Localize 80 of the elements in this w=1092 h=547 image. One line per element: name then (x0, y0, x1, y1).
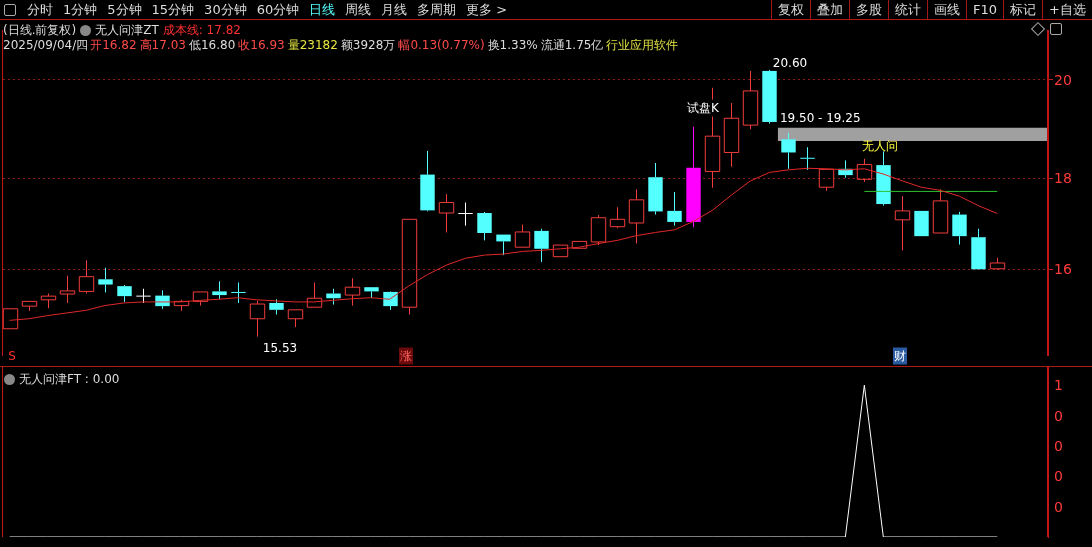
text: 0 (1054, 498, 1063, 515)
candlestick (420, 150, 435, 211)
candlestick (98, 267, 113, 293)
candlestick (117, 286, 132, 303)
chart-title: (日线.前复权) (3, 22, 77, 39)
candlestick (287, 309, 304, 328)
text: 多股 (849, 0, 889, 19)
annotation: 2025/09/04/四 (3, 37, 89, 54)
candlestick (401, 218, 418, 316)
candlestick (344, 277, 361, 307)
text: 月线 (380, 0, 409, 19)
candlestick (230, 281, 247, 304)
text: 画线 (927, 0, 967, 19)
text: 更多 > (465, 0, 509, 19)
text: 30分钟 (203, 0, 248, 19)
text: 18 (1054, 170, 1072, 187)
text: 20 (1054, 71, 1072, 88)
annotation: 财 (893, 347, 907, 365)
text: 1分钟 (62, 0, 99, 19)
candlestick (952, 211, 967, 246)
annotation: 高17.03 (139, 37, 186, 54)
candlestick (781, 132, 796, 170)
candlestick (628, 188, 645, 245)
candlestick (59, 275, 76, 304)
candlestick (894, 195, 911, 251)
candlestick (742, 70, 759, 130)
annotation: 15.53 (262, 341, 298, 355)
candlestick (667, 191, 682, 227)
text: 复权 (771, 0, 811, 19)
text: 0 (1054, 407, 1063, 424)
text: 0 (1054, 468, 1063, 485)
chart-title: 无人问津FT : 0.00 (19, 371, 120, 388)
candlestick (971, 228, 986, 270)
annotation: 量23182 (287, 37, 338, 54)
candlestick (876, 150, 891, 207)
candlestick (438, 193, 455, 233)
text: 分时 (26, 0, 54, 19)
band-label: 19.50 - 19.25 (779, 110, 861, 125)
candlestick (192, 291, 209, 307)
annotation: 开16.82 (90, 37, 137, 54)
candlestick (306, 281, 323, 308)
annotation: 换1.33% (487, 37, 538, 54)
text: 15分钟 (150, 0, 196, 19)
candlestick (686, 126, 701, 228)
candlestick (78, 259, 95, 295)
text: 统计 (888, 0, 928, 19)
candlestick (457, 201, 474, 227)
candlestick (723, 102, 740, 168)
candlestick (609, 206, 626, 229)
text: +自选 (1042, 0, 1092, 19)
text: 叠加 (810, 0, 850, 19)
annotation: 低16.80 (188, 37, 236, 54)
annotation: 涨 (399, 347, 413, 365)
text: 0 (1054, 437, 1063, 454)
annotation: 成本线: 17.82 (162, 22, 241, 39)
annotation: 行业应用软件 (606, 37, 679, 54)
annotation: 无人问津ZT (95, 22, 159, 39)
candlestick (534, 228, 549, 263)
candlestick (249, 300, 266, 338)
text: 60分钟 (255, 0, 301, 19)
text: 周线 (344, 0, 373, 19)
text: 16 (1054, 261, 1072, 278)
candlestick (648, 162, 663, 216)
annotation: 收16.93 (238, 37, 285, 54)
text: 日线 (308, 0, 337, 19)
annotation: S (8, 349, 16, 363)
candlestick (799, 146, 816, 171)
annotation: 流通1.75亿 (540, 37, 604, 54)
candlestick (212, 280, 227, 300)
text: F10 (966, 0, 1004, 19)
candlestick (762, 70, 777, 125)
annotation: 无人问 (862, 137, 898, 155)
annotation: 试盘K (686, 99, 720, 117)
annotation: 额3928万 (340, 37, 396, 54)
annotation: 幅0.13(0.77%) (398, 37, 485, 54)
annotation: 20.60 (772, 56, 808, 70)
text: 5分钟 (106, 0, 143, 19)
text: 标记 (1003, 0, 1043, 19)
text: 多周期 (416, 0, 458, 19)
text: 1 (1054, 377, 1063, 394)
